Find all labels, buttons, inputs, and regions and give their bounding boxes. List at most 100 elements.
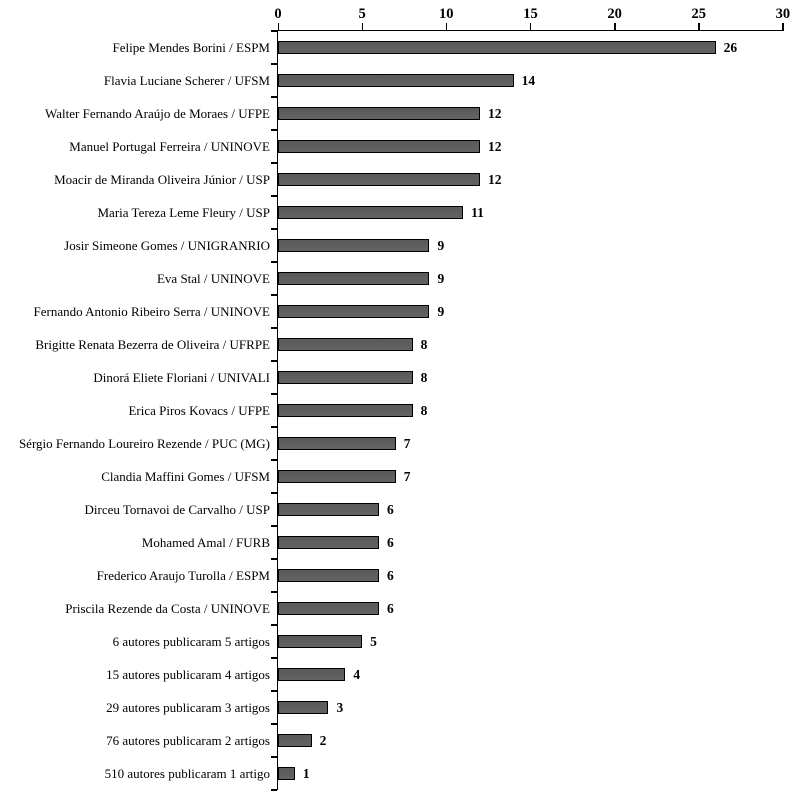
y-tick-mark (270, 492, 277, 494)
x-tick-label: 10 (439, 6, 454, 22)
x-axis-line (278, 29, 785, 31)
y-tick-mark (270, 96, 277, 98)
category-label: Sérgio Fernando Loureiro Rezende / PUC (… (18, 436, 270, 451)
value-label: 7 (403, 435, 411, 451)
bar (278, 140, 480, 153)
bar (278, 74, 514, 87)
x-tick-label: 15 (523, 6, 538, 22)
value-label: 12 (487, 138, 502, 154)
category-label: 15 autores publicaram 4 artigos (106, 667, 270, 682)
bar (278, 41, 716, 54)
y-tick-mark (270, 624, 277, 626)
bar (278, 536, 379, 549)
bar (278, 206, 464, 219)
category-label: Moacir de Miranda Oliveira Júnior / USP (54, 172, 270, 187)
x-tick-mark (698, 22, 700, 30)
value-label: 6 (386, 567, 394, 583)
bar (278, 602, 379, 615)
bar (278, 701, 329, 714)
y-axis-line (276, 29, 278, 790)
bar (278, 437, 396, 450)
category-label: 29 autores publicaram 3 artigos (106, 700, 270, 715)
x-tick-label: 25 (691, 6, 707, 22)
value-label: 7 (403, 468, 411, 484)
y-tick-mark (270, 591, 277, 593)
value-label: 6 (386, 600, 394, 616)
bar (278, 107, 480, 120)
bar (278, 734, 312, 747)
y-tick-mark (270, 690, 277, 692)
value-label: 8 (420, 336, 428, 352)
y-tick-mark (270, 525, 277, 527)
category-label: Brigitte Renata Bezerra de Oliveira / UF… (35, 337, 270, 352)
category-label: Josir Simeone Gomes / UNIGRANRIO (64, 238, 270, 253)
x-tick-label: 20 (607, 6, 622, 22)
value-label: 6 (386, 534, 394, 550)
value-label: 12 (487, 105, 502, 121)
bar (278, 470, 396, 483)
x-tick-label: 0 (274, 6, 282, 22)
y-tick-mark (270, 30, 277, 32)
x-tick-label: 30 (775, 6, 791, 22)
value-label: 9 (437, 270, 445, 286)
category-label: 510 autores publicaram 1 artigo (104, 766, 270, 781)
y-tick-mark (270, 63, 277, 65)
bar (278, 767, 295, 780)
bar (278, 635, 363, 648)
y-tick-mark (270, 756, 277, 758)
value-label: 9 (437, 237, 445, 253)
value-label: 4 (353, 666, 361, 682)
category-label: Dirceu Tornavoi de Carvalho / USP (84, 502, 270, 517)
y-tick-mark (270, 459, 277, 461)
category-label: Fernando Antonio Ribeiro Serra / UNINOVE (33, 304, 271, 319)
bar (278, 404, 413, 417)
x-tick-mark (277, 22, 279, 30)
value-label: 3 (336, 699, 344, 715)
value-label: 14 (521, 72, 536, 88)
value-label: 11 (471, 204, 484, 220)
bar (278, 371, 413, 384)
y-tick-mark (270, 360, 277, 362)
y-tick-mark (270, 261, 277, 263)
x-tick-mark (361, 22, 364, 30)
category-label: Frederico Araujo Turolla / ESPM (96, 568, 270, 583)
category-label: Manuel Portugal Ferreira / UNINOVE (69, 139, 270, 154)
category-label: Erica Piros Kovacs / UFPE (128, 403, 270, 418)
value-label: 8 (420, 369, 428, 385)
y-tick-mark (270, 426, 277, 428)
bar (278, 569, 379, 582)
category-label: Clandia Maffini Gomes / UFSM (101, 469, 270, 484)
bar (278, 173, 480, 186)
value-label: 12 (487, 171, 502, 187)
category-label: Flavia Luciane Scherer / UFSM (103, 73, 270, 88)
y-tick-mark (270, 327, 277, 329)
bar (278, 272, 430, 285)
value-label: 2 (319, 732, 327, 748)
value-label: 26 (723, 39, 738, 55)
x-tick-mark (445, 22, 448, 30)
y-tick-mark (270, 789, 277, 791)
bar (278, 305, 430, 318)
y-tick-mark (270, 723, 277, 725)
y-tick-mark (270, 162, 277, 164)
x-tick-mark (529, 22, 532, 30)
bar (278, 668, 346, 681)
category-label: Priscila Rezende da Costa / UNINOVE (65, 601, 270, 616)
x-tick-mark (614, 22, 616, 30)
y-tick-mark (270, 294, 277, 296)
x-tick-label: 5 (358, 6, 366, 22)
category-label: 6 autores publicaram 5 artigos (112, 634, 270, 649)
category-label: Dinorá Eliete Floriani / UNIVALI (93, 370, 270, 385)
y-tick-mark (270, 558, 277, 560)
x-tick-mark (782, 22, 784, 30)
category-label: Walter Fernando Araújo de Moraes / UFPE (45, 106, 270, 121)
value-label: 1 (302, 765, 310, 781)
bar (278, 239, 430, 252)
value-label: 8 (420, 402, 428, 418)
y-tick-mark (270, 129, 277, 131)
y-tick-mark (270, 393, 277, 395)
category-label: Mohamed Amal / FURB (141, 535, 270, 550)
y-tick-mark (270, 657, 277, 659)
category-label: Felipe Mendes Borini / ESPM (112, 40, 270, 55)
